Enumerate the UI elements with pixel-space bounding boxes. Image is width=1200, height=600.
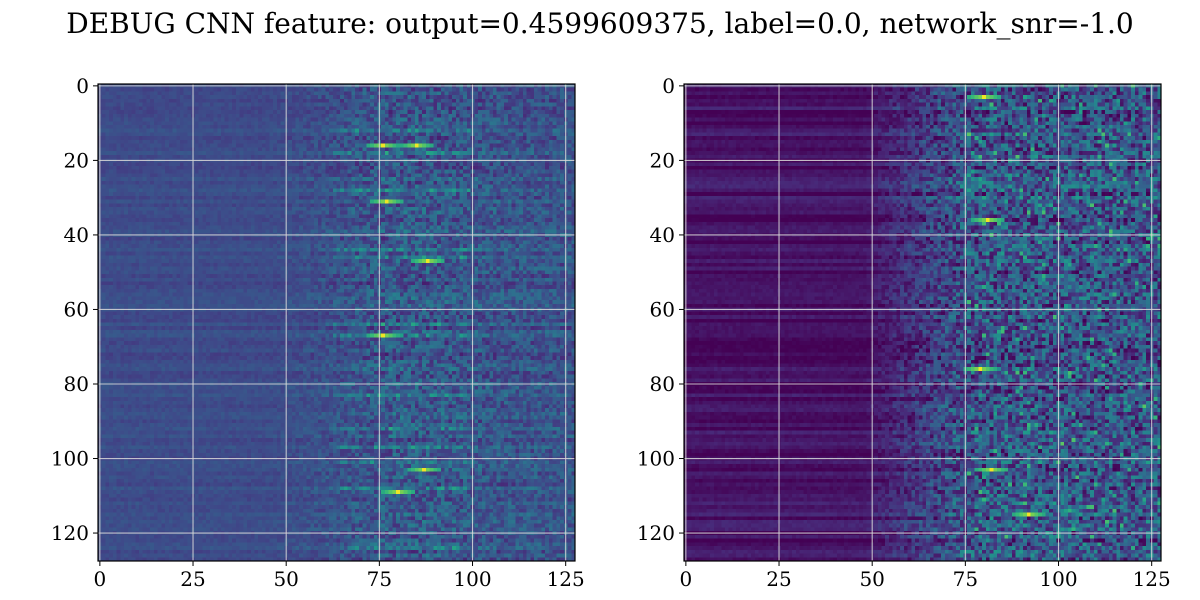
y-tick-label: 80	[650, 372, 675, 396]
x-tick-label: 100	[1039, 567, 1077, 591]
heatmap-image-1	[98, 84, 575, 561]
y-tick-label: 80	[64, 372, 89, 396]
axes-frame	[97, 83, 576, 562]
y-tick-label: 20	[650, 148, 675, 172]
y-tick-label: 0	[76, 74, 89, 98]
x-tick-label: 0	[679, 567, 692, 591]
x-tick-label: 0	[93, 567, 106, 591]
axes-frame	[683, 83, 1162, 562]
y-tick-label: 0	[662, 74, 675, 98]
y-tick-label: 60	[650, 297, 675, 321]
y-tick-label: 60	[64, 297, 89, 321]
y-tick-label: 100	[637, 447, 675, 471]
x-tick-label: 50	[859, 567, 884, 591]
x-tick-label: 125	[1133, 567, 1171, 591]
y-tick-label: 120	[637, 521, 675, 545]
y-tick-label: 100	[51, 447, 89, 471]
y-tick-label: 120	[51, 521, 89, 545]
heatmap-image-2	[684, 84, 1161, 561]
figure-title: DEBUG CNN feature: output=0.4599609375, …	[66, 7, 1134, 40]
x-tick-label: 25	[180, 567, 205, 591]
x-tick-label: 25	[766, 567, 791, 591]
heatmap-panel-2: 0 25 50 75 100 125 0 20 40 60 80 100 120	[637, 74, 1171, 591]
x-tick-label: 75	[367, 567, 392, 591]
x-tick-label: 50	[273, 567, 298, 591]
heatmap-panel-1: 0 25 50 75 100 125 0 20 40 60 80 100 120	[51, 74, 585, 591]
x-tick-label: 125	[547, 567, 585, 591]
x-tick-label: 75	[953, 567, 978, 591]
y-tick-label: 40	[64, 223, 89, 247]
y-tick-label: 40	[650, 223, 675, 247]
x-tick-label: 100	[453, 567, 491, 591]
y-tick-label: 20	[64, 148, 89, 172]
